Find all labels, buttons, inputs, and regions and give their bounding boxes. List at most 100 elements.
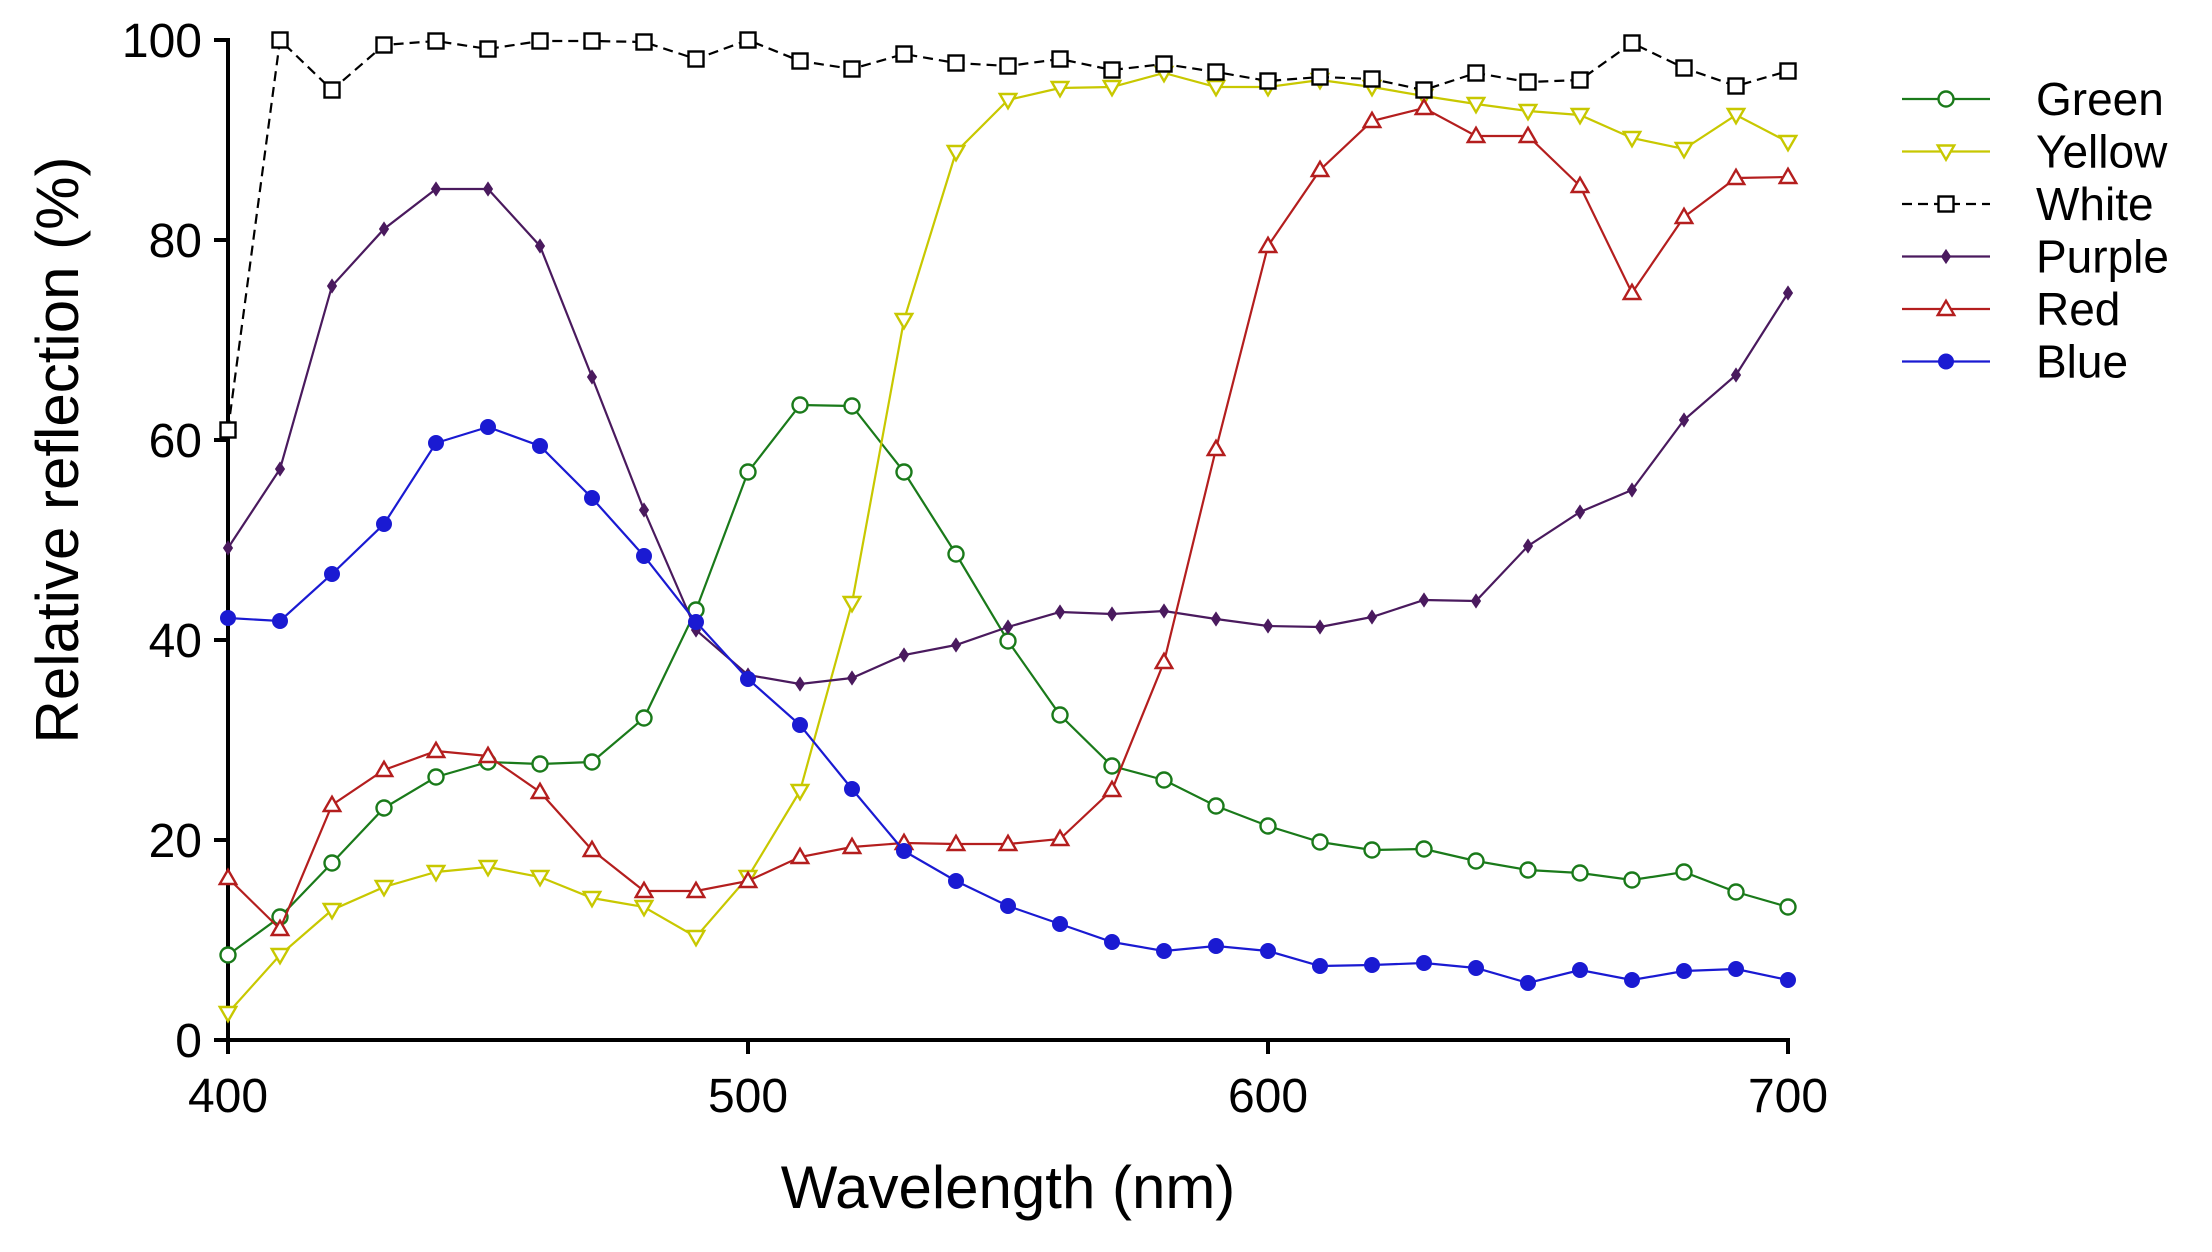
series-white-point — [1467, 64, 1485, 82]
series-red-point — [841, 836, 863, 855]
x-tick-label: 500 — [708, 1070, 788, 1123]
series-purple-point — [846, 670, 858, 686]
series-yellow-point — [945, 144, 967, 163]
series-red — [217, 97, 1799, 937]
series-white-point — [219, 421, 237, 439]
series-blue-point — [376, 516, 392, 532]
legend-purple-label: Purple — [2036, 231, 2169, 283]
series-red-point — [1673, 206, 1695, 225]
y-tick-label: 100 — [122, 15, 202, 68]
series-blue-point — [220, 610, 236, 626]
series-purple-point — [274, 461, 286, 477]
legend-green-label: Green — [2036, 73, 2164, 125]
series-purple-point — [1314, 619, 1326, 635]
series-yellow-point — [1517, 103, 1539, 122]
series-blue-point — [948, 873, 964, 889]
series-green-point — [1467, 852, 1485, 870]
series-green-line — [227, 403, 1789, 956]
series-white-point — [479, 40, 497, 58]
series-white-point — [375, 36, 393, 54]
series-red-point — [1777, 166, 1799, 185]
legend-item-white: White — [1902, 178, 2154, 230]
series-yellow-point — [581, 890, 603, 909]
series-white-point — [635, 33, 653, 51]
series-yellow-point — [1621, 130, 1643, 149]
series-purple-point — [1730, 367, 1742, 383]
series-blue-point — [1728, 961, 1744, 977]
series-white — [219, 31, 1797, 439]
series-white-point — [1623, 34, 1641, 52]
legend-item-blue: Blue — [1902, 336, 2128, 388]
series-red-point — [321, 794, 343, 813]
series-blue-point — [1780, 972, 1796, 988]
series-purple-point — [1574, 504, 1586, 520]
series-yellow-point — [321, 902, 343, 921]
series-blue-point — [1520, 975, 1536, 991]
x-tick-label: 700 — [1748, 1070, 1828, 1123]
series-red-point — [789, 846, 811, 865]
series-white-point — [1415, 81, 1433, 99]
series-purple-line — [227, 187, 1789, 686]
series-green-point — [427, 768, 445, 786]
legend-purple-marker — [1940, 248, 1952, 265]
series-red-point — [1153, 651, 1175, 670]
series-purple-point — [430, 181, 442, 197]
series-green-point — [1571, 864, 1589, 882]
series-purple-point — [1002, 619, 1014, 635]
y-axis-title: Relative reflection (%) — [24, 157, 91, 744]
series-green-point — [1415, 840, 1433, 858]
series-white-point — [1103, 61, 1121, 79]
series-green-point — [1051, 706, 1069, 724]
series-green-point — [1623, 871, 1641, 889]
series-yellow-point — [997, 92, 1019, 111]
series-blue-point — [1000, 898, 1016, 914]
series-blue-point — [1624, 972, 1640, 988]
series-blue-point — [1260, 943, 1276, 959]
series-blue-point — [1416, 955, 1432, 971]
y-tick-label: 80 — [149, 215, 202, 268]
series-white-point — [1675, 59, 1693, 77]
legend-white-label: White — [2036, 178, 2154, 230]
series-green-point — [323, 854, 341, 872]
series-yellow-point — [1725, 107, 1747, 126]
series-white-point — [583, 32, 601, 50]
series-white-point — [1155, 55, 1173, 73]
series-red-point — [217, 867, 239, 886]
series-white-point — [687, 50, 705, 68]
legend-yellow-label: Yellow — [2036, 126, 2168, 178]
series-green-point — [791, 396, 809, 414]
series-red-point — [529, 781, 551, 800]
series-green-point — [895, 463, 913, 481]
x-tick-label: 400 — [188, 1070, 268, 1123]
series-red-point — [633, 880, 655, 899]
series-red-point — [1361, 110, 1383, 129]
series-blue — [220, 419, 1796, 991]
series-red-point — [581, 839, 603, 858]
series-yellow-point — [841, 595, 863, 614]
series-red-point — [477, 745, 499, 764]
series-purple-point — [586, 369, 598, 385]
series-yellow-point — [633, 899, 655, 918]
series-white-point — [895, 45, 913, 63]
legend-item-red: Red — [1902, 283, 2120, 335]
series-red-point — [1101, 779, 1123, 798]
legend-item-purple: Purple — [1902, 231, 2169, 283]
series-red-line — [227, 106, 1789, 931]
series-purple-point — [638, 502, 650, 518]
series-blue-point — [480, 419, 496, 435]
series-green — [219, 396, 1797, 964]
series-red-point — [269, 918, 291, 937]
series-white-point — [947, 54, 965, 72]
series-purple-point — [1522, 538, 1534, 554]
legend-item-green: Green — [1902, 73, 2164, 125]
series-purple-point — [1418, 592, 1430, 608]
legend-blue-label: Blue — [2036, 336, 2128, 388]
series-white-point — [427, 32, 445, 50]
series-yellow-point — [529, 869, 551, 888]
series-green-point — [843, 397, 861, 415]
series-white-point — [323, 81, 341, 99]
series-green-point — [1207, 797, 1225, 815]
series-purple-point — [1106, 606, 1118, 622]
series-white-point — [531, 32, 549, 50]
series-purple-point — [1262, 618, 1274, 634]
